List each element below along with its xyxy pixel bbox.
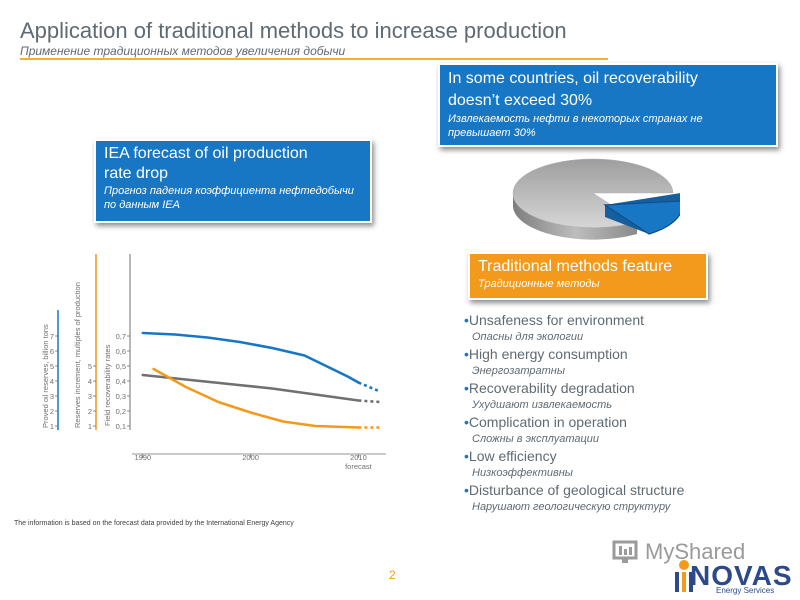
novas-logo-icon — [675, 560, 693, 592]
axis-tick-label: 0,2 — [116, 407, 126, 416]
novas-logo: NOVAS — [690, 560, 793, 591]
watermark-text: MyShared — [645, 539, 746, 564]
feature-translation: Энергозатратны — [472, 365, 565, 377]
feature-item-5: •Low efficiency — [464, 448, 704, 465]
traditional-methods-callout: Traditional methods feature Традиционные… — [468, 252, 708, 300]
feature-item-4: •Complication in operation — [464, 414, 704, 431]
axis-tick-label: 2 — [50, 407, 54, 416]
axis-tick-label: 0,3 — [116, 392, 126, 401]
iea-callout-line1: IEA forecast of oil production — [104, 145, 308, 162]
bullet-icon: • — [464, 448, 469, 464]
slide-title: Application of traditional methods to in… — [20, 18, 567, 43]
series-line — [152, 367, 360, 429]
axis-tick-label: 6 — [50, 347, 54, 356]
bullet-icon: • — [464, 312, 469, 328]
feature-translation: Низкоэффективны — [472, 467, 573, 479]
pie-slice-blue — [603, 200, 680, 235]
bullet-icon: • — [464, 346, 469, 362]
axis-tick-label: 3 — [50, 392, 54, 401]
axis-title: Field recoverability rates — [103, 344, 112, 426]
x-tick-label: 2010 — [350, 453, 367, 462]
x-forecast-label: forecast — [345, 462, 373, 471]
source-footnote: The information is based on the forecast… — [14, 520, 294, 527]
axis-tick-label: 4 — [50, 377, 54, 386]
axis-tick-label: 0,1 — [116, 422, 126, 431]
feature-translation: Нарушают геологическую структуру — [472, 501, 671, 513]
iea-callout-russian: Прогноз падения коэффициента нефтедобычи… — [104, 185, 354, 211]
bullet-icon: • — [464, 414, 469, 430]
iea-forecast-callout: IEA forecast of oil production rate drop… — [94, 139, 372, 223]
series-forecast-line — [357, 381, 381, 393]
axis-tick-label: 7 — [50, 332, 54, 341]
traditional-callout-russian: Традиционные методы — [478, 278, 600, 290]
title-underline — [20, 58, 608, 60]
feature-label: Low efficiency — [468, 448, 557, 464]
page-number: 2 — [389, 568, 396, 582]
feature-translation: Опасны для экологии — [472, 331, 584, 343]
axis-tick-label: 3 — [88, 392, 92, 401]
axis-tick-label: 0,5 — [116, 362, 126, 371]
x-tick-label: 2000 — [242, 453, 259, 462]
feature-label: Recoverability degradation — [468, 380, 635, 396]
bullet-icon: • — [464, 380, 469, 396]
axis-title: Reserves increment, multiples of product… — [73, 282, 82, 428]
series-line — [141, 373, 360, 402]
slide-subtitle: Применение традиционных методов увеличен… — [20, 44, 346, 58]
feature-label: Complication in operation — [468, 414, 627, 430]
axis-tick-label: 4 — [88, 377, 92, 386]
feature-item-3: •Recoverability degradation — [464, 380, 704, 397]
pie-slice-grey-side — [512, 193, 637, 240]
series-line — [141, 331, 360, 384]
traditional-callout-title: Traditional methods feature — [478, 258, 673, 275]
recoverability-callout-line1: In some countries, oil recoverability — [448, 70, 698, 87]
axis-tick-label: 1 — [88, 422, 92, 431]
recoverability-pie-chart — [512, 158, 680, 240]
feature-item-2: •High energy consumption — [464, 346, 704, 363]
axis-tick-label: 0,6 — [116, 347, 126, 356]
iea-callout-line2: rate drop — [104, 165, 169, 182]
pie-slice-grey — [512, 158, 674, 228]
axis-tick-label: 5 — [50, 362, 54, 371]
feature-translation: Сложны в эксплуатации — [472, 433, 600, 445]
feature-label: High energy consumption — [468, 346, 628, 362]
axis-tick-label: 5 — [88, 362, 92, 371]
novas-tagline: Energy Services — [716, 586, 775, 595]
bullet-icon: • — [464, 482, 469, 498]
feature-label: Disturbance of geological structure — [468, 482, 685, 498]
recoverability-callout-line2: doesn’t exceed 30% — [448, 92, 593, 109]
feature-item-6: •Disturbance of geological structure — [464, 482, 704, 499]
axis-tick-label: 2 — [88, 407, 92, 416]
series-forecast-line — [358, 399, 381, 404]
recoverability-callout-russian: Извлекаемость нефти в некоторых странах … — [448, 113, 703, 139]
axis-title: Proved oil reserves, billion tons — [41, 324, 50, 428]
feature-translation: Ухудшают извлекаемость — [472, 399, 613, 411]
axis-tick-label: 0,4 — [116, 377, 126, 386]
recoverability-callout: In some countries, oil recoverability do… — [438, 63, 778, 147]
feature-label: Unsafeness for environment — [468, 312, 644, 328]
axis-tick-label: 0,7 — [116, 332, 126, 341]
feature-list: •Unsafeness for environment Опасны для эк… — [464, 312, 704, 516]
feature-item-1: •Unsafeness for environment — [464, 312, 704, 329]
watermark-icon — [612, 540, 638, 563]
x-tick-label: 1990 — [134, 453, 151, 462]
axis-tick-label: 1 — [50, 422, 54, 431]
